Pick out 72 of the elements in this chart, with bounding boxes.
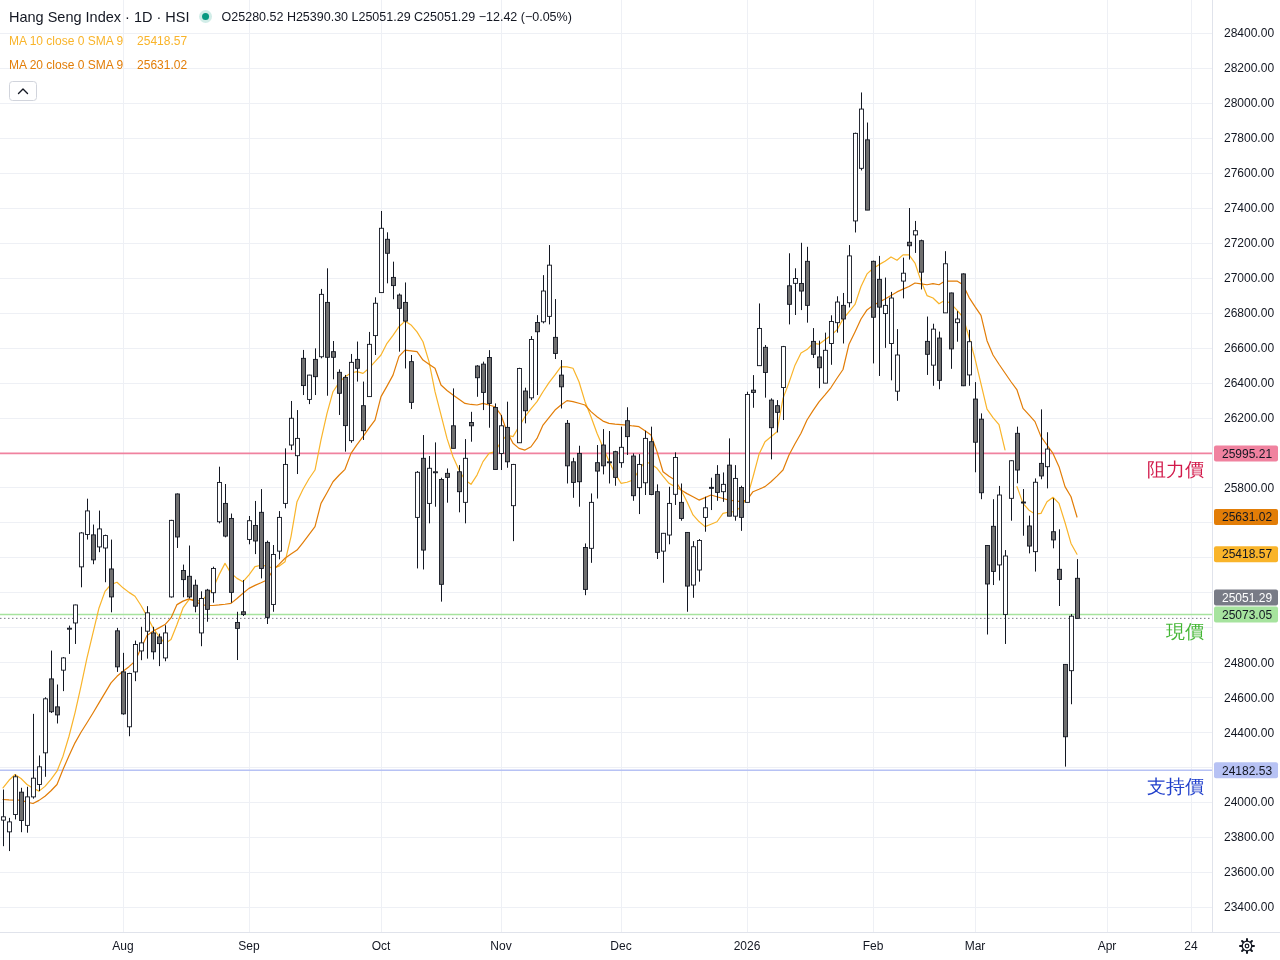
- candlestick: [811, 327, 816, 359]
- candlestick: [907, 207, 912, 261]
- candlestick: [901, 257, 906, 299]
- candlestick: [235, 611, 240, 661]
- candlestick: [451, 387, 456, 449]
- y-tick-label: 28000.00: [1224, 96, 1275, 111]
- y-tick-label: 26600.00: [1224, 340, 1275, 355]
- annotation: 25631.02: [137, 58, 188, 72]
- annotation: 25418.57: [137, 34, 188, 48]
- x-tick-label: 2026: [733, 939, 761, 953]
- candlestick: [703, 496, 708, 533]
- y-tick-label: 24182.53: [1222, 763, 1273, 778]
- candlestick: [145, 605, 150, 660]
- candlestick: [241, 579, 246, 617]
- y-tick-label: 28400.00: [1224, 26, 1275, 41]
- y-tick-label: 26400.00: [1224, 375, 1275, 390]
- candlestick: [535, 314, 540, 396]
- x-tick-label: Nov: [490, 939, 512, 953]
- candlestick: [751, 374, 756, 409]
- text: Hang Seng Index · 1D · HSI: [9, 9, 190, 25]
- ref-line-label: 阻力價: [1147, 459, 1204, 481]
- candlestick: [391, 261, 396, 300]
- ref-line-label: 現價: [1166, 620, 1204, 642]
- x-tick-label: 24: [1184, 939, 1198, 953]
- y-tick-label: 23400.00: [1224, 900, 1275, 915]
- text: MA 10 close 0 SMA 9: [9, 34, 124, 48]
- y-tick-label: 27000.00: [1224, 271, 1275, 286]
- x-tick-label: Sep: [238, 939, 260, 953]
- candlestick: [67, 625, 72, 655]
- ref-line-label: 25051.29: [1222, 590, 1273, 605]
- x-tick-label: Apr: [1097, 939, 1117, 953]
- y-tick-label: 27600.00: [1224, 166, 1275, 181]
- ref-line-label: 支持價: [1147, 776, 1204, 798]
- candlestick: [559, 359, 564, 409]
- candlestick: [445, 467, 450, 504]
- x-tick-label: Aug: [112, 939, 134, 953]
- candlestick: [1057, 528, 1062, 607]
- x-tick-label: Dec: [610, 939, 632, 953]
- y-tick-label: 24000.00: [1224, 795, 1275, 810]
- x-tick-label: Feb: [862, 939, 884, 953]
- y-tick-label: 28200.00: [1224, 61, 1275, 76]
- candlestick: [1, 789, 6, 847]
- y-tick-label: 25800.00: [1224, 480, 1275, 495]
- candlestick: [787, 252, 792, 325]
- candlestick: [469, 411, 474, 443]
- text: O25280.52 H25390.30 L25051.29 C25051.29 −12.42 (−0.05%): [221, 10, 572, 24]
- candlestick: [1051, 497, 1056, 549]
- y-tick-label: 27800.00: [1224, 131, 1275, 146]
- y-tick-label: 27200.00: [1224, 236, 1275, 251]
- y-tick-label: 25418.57: [1222, 547, 1273, 562]
- candlestick: [1021, 488, 1026, 537]
- y-tick-label: 23800.00: [1224, 830, 1275, 845]
- y-tick-label: 24800.00: [1224, 655, 1275, 670]
- y-tick-label: 26800.00: [1224, 306, 1275, 321]
- x-tick-label: Mar: [964, 939, 986, 953]
- y-tick-label: 23600.00: [1224, 865, 1275, 880]
- x-tick-label: Oct: [371, 939, 391, 953]
- y-tick-label: 27400.00: [1224, 201, 1275, 216]
- y-tick-label: 25073.05: [1222, 607, 1273, 622]
- text: MA 20 close 0 SMA 9: [9, 58, 124, 72]
- candlestick: [73, 604, 78, 645]
- candlestick: [679, 482, 684, 522]
- candlestick: [553, 298, 558, 360]
- y-tick-label: 25631.02: [1222, 510, 1273, 525]
- y-tick-label: 26200.00: [1224, 410, 1275, 425]
- candlestick: [61, 656, 66, 692]
- candlestick: [625, 406, 630, 456]
- y-tick-label: 24600.00: [1224, 690, 1275, 705]
- candlestick: [913, 220, 918, 254]
- candlestick: [7, 817, 12, 852]
- y-tick-label: 25995.21: [1222, 446, 1273, 461]
- y-tick-label: 24400.00: [1224, 725, 1275, 740]
